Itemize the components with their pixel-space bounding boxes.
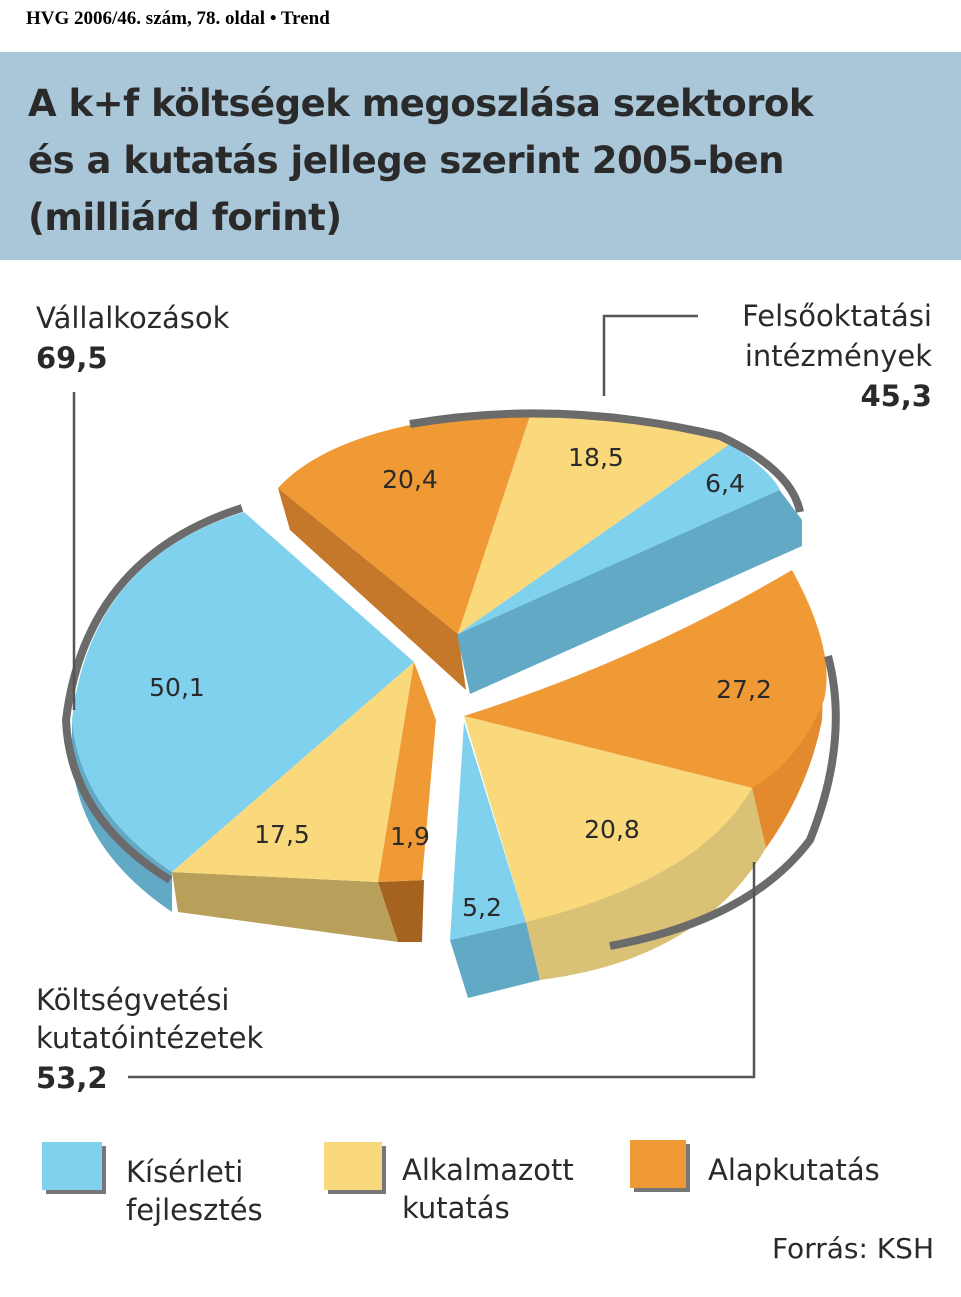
- value-label-20-4: 20,4: [382, 465, 438, 494]
- value-label-18-5: 18,5: [568, 443, 624, 472]
- value-label-6-4: 6,4: [705, 469, 745, 498]
- side-kiserleti-felsooktatasi: [458, 488, 802, 694]
- group-label-koltsegvetesi-1: Költségvetési: [36, 983, 229, 1017]
- rim-arc-koltsegvetesi: [609, 654, 840, 950]
- legend-label-kiserleti-2: fejlesztés: [126, 1193, 263, 1227]
- value-label-5-2: 5,2: [462, 893, 502, 922]
- source-caption: HVG 2006/46. szám, 78. oldal • Trend: [26, 8, 330, 29]
- group-label-vallalkozasok: Vállalkozások: [36, 301, 230, 335]
- slice-kiserleti-felsooktatasi: [458, 444, 780, 634]
- legend-label-kiserleti-1: Kísérleti: [126, 1155, 243, 1189]
- leader-line-felsooktatasi: [602, 314, 698, 396]
- rim-arc-vallalkozasok: [61, 504, 244, 884]
- rim-arc-felsooktatasi: [409, 409, 804, 513]
- side-alap-vallalkozasok: [378, 880, 424, 942]
- side-alkalmazott-vallalkozasok: [172, 872, 398, 942]
- legend-label-alkalmazott-1: Alkalmazott: [402, 1153, 574, 1187]
- chart-title-line-1: A k+f költségek megoszlása szektorok: [28, 82, 813, 125]
- slice-alkalmazott-koltsegvetesi: [464, 716, 752, 922]
- group-label-felsooktatasi-2: intézmények: [745, 339, 932, 373]
- chart-title-line-3: (milliárd forint): [28, 196, 342, 239]
- slice-kiserleti-koltsegvetesi: [450, 722, 526, 940]
- slice-alap-koltsegvetesi: [464, 570, 827, 788]
- title-band: A k+f költségek megoszlása szektorok és …: [0, 52, 961, 260]
- side-kiserleti-koltsegvetesi: [450, 922, 540, 998]
- legend-label-alkalmazott-2: kutatás: [402, 1191, 510, 1225]
- legend-swatch-alap: [630, 1140, 686, 1188]
- group-koltsegvetesi: [450, 570, 840, 998]
- value-label-27-2: 27,2: [716, 675, 772, 704]
- slice-alkalmazott-felsooktatasi: [458, 410, 730, 634]
- group-total-koltsegvetesi: 53,2: [36, 1061, 108, 1095]
- value-label-17-5: 17,5: [254, 820, 310, 849]
- side-alap-felsooktatasi: [278, 488, 466, 690]
- slice-alap-felsooktatasi: [278, 410, 532, 634]
- slice-alkalmazott-vallalkozasok: [172, 662, 414, 882]
- leader-line-koltsegvetesi: [128, 862, 756, 1079]
- slice-kiserleti-vallalkozasok: [72, 512, 414, 872]
- group-label-koltsegvetesi-2: kutatóintézetek: [36, 1021, 263, 1055]
- source-note: Forrás: KSH: [772, 1232, 934, 1265]
- value-label-1-9: 1,9: [390, 822, 430, 851]
- chart-title-line-2: és a kutatás jellege szerint 2005-ben: [28, 139, 784, 182]
- value-label-20-8: 20,8: [584, 815, 640, 844]
- group-vallalkozasok: [61, 504, 436, 942]
- legend-label-alap: Alapkutatás: [708, 1153, 880, 1187]
- slice-alap-vallalkozasok: [378, 662, 436, 882]
- legend-swatch-alkalmazott: [324, 1142, 382, 1190]
- group-label-felsooktatasi-1: Felsőoktatási: [742, 299, 932, 333]
- legend-swatch-kiserleti: [42, 1142, 102, 1190]
- group-total-felsooktatasi: 45,3: [860, 379, 932, 413]
- group-total-vallalkozasok: 69,5: [36, 341, 108, 375]
- group-felsooktatasi: [278, 409, 804, 694]
- legend: Kísérleti fejlesztés Alkalmazott kutatás…: [42, 1140, 880, 1227]
- value-label-50-1: 50,1: [149, 673, 205, 702]
